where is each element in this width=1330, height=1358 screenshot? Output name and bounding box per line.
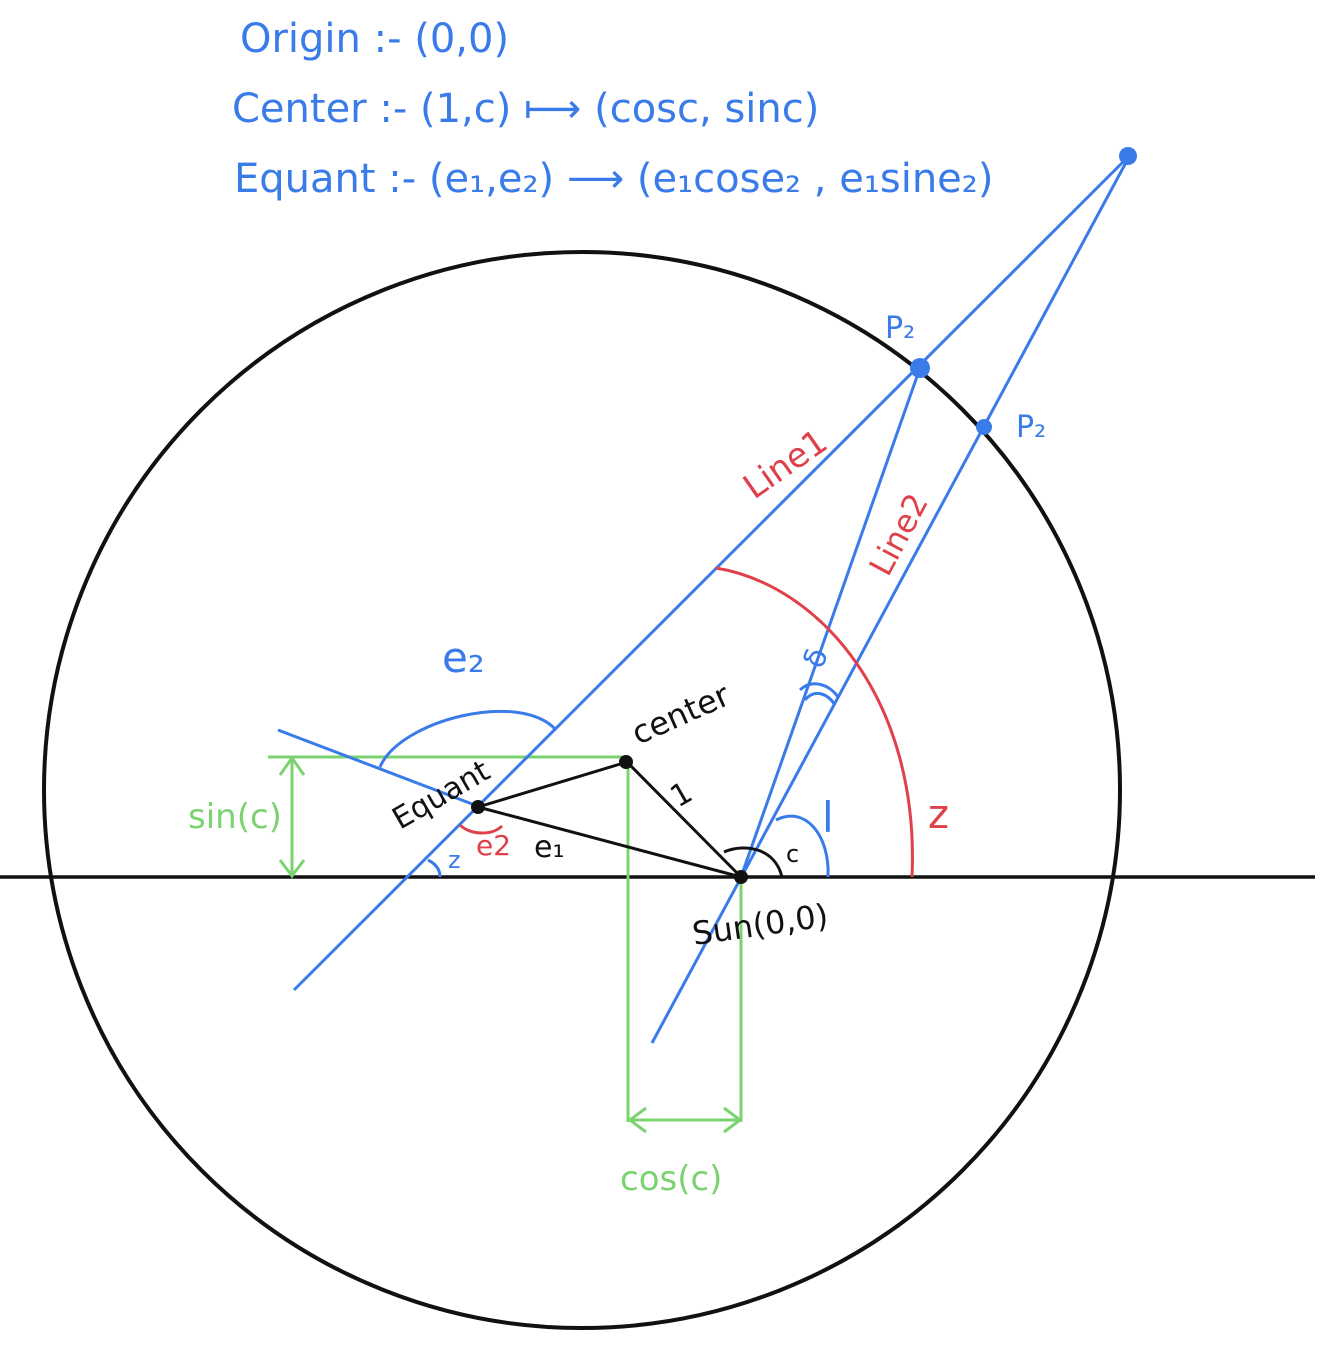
z-small-arc bbox=[427, 858, 442, 878]
l-label: l bbox=[822, 793, 834, 842]
green-construction bbox=[268, 755, 743, 1134]
e1-label: e₁ bbox=[534, 830, 564, 865]
sun-label: Sun(0,0) bbox=[690, 896, 831, 953]
equant-point bbox=[471, 800, 485, 814]
p2-top-label: P₂ bbox=[885, 311, 915, 346]
equant-sun-line bbox=[477, 805, 742, 879]
one-label: 1 bbox=[665, 775, 699, 815]
blue-lines bbox=[277, 147, 1137, 1044]
black-triangle bbox=[471, 755, 748, 884]
apex-point bbox=[1119, 147, 1137, 165]
sun-to-p2-line bbox=[739, 367, 922, 878]
cos-c-arrowheads bbox=[627, 1106, 743, 1134]
sin-c-label: sin(c) bbox=[188, 797, 282, 837]
cos-c-label: cos(c) bbox=[620, 1159, 722, 1199]
c-label: c bbox=[786, 840, 799, 868]
center-sun-line bbox=[625, 760, 743, 879]
center-point bbox=[619, 755, 633, 769]
origin-text: Origin :- (0,0) bbox=[240, 16, 509, 62]
z-big-label: z bbox=[928, 792, 949, 838]
equant-label: Equant bbox=[387, 753, 497, 837]
angle-arcs bbox=[378, 566, 914, 878]
line1-label: Line1 bbox=[736, 422, 835, 508]
e2-red-label: e2 bbox=[476, 829, 511, 862]
sin-c-arrowheads bbox=[278, 755, 306, 879]
z-small-label: z bbox=[448, 846, 461, 874]
z-big-arc bbox=[715, 566, 914, 878]
center-label: center bbox=[626, 675, 736, 752]
p2-right-label: P₂ bbox=[1016, 410, 1046, 445]
delta-arc-1 bbox=[803, 691, 837, 706]
line-2 bbox=[650, 154, 1132, 1044]
l-arc bbox=[775, 814, 830, 878]
p2-right-point bbox=[976, 419, 992, 435]
c-arc bbox=[723, 846, 784, 878]
p2-top-point bbox=[910, 358, 930, 378]
e2-blue-label: e₂ bbox=[442, 633, 485, 682]
delta-arc-2 bbox=[798, 682, 840, 698]
e2-red-arc bbox=[458, 823, 504, 835]
equant-text: Equant :- (e₁,e₂) ⟶ (e₁cose₂ , e₁sine₂) bbox=[234, 156, 993, 202]
delta-label: δ bbox=[797, 644, 836, 673]
line-1 bbox=[292, 153, 1132, 992]
center-text: Center :- (1,c) ⟼ (cosc, sinc) bbox=[232, 86, 819, 132]
equant-center-line bbox=[477, 760, 628, 809]
orbit-circle bbox=[42, 250, 1122, 1330]
equant-extension-line bbox=[277, 728, 481, 809]
sun-point bbox=[734, 870, 748, 884]
e2-blue-arc bbox=[378, 709, 558, 768]
